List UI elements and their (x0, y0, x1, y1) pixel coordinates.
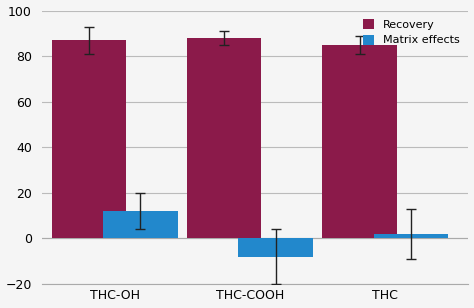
Bar (52, 40, 126, 238)
Bar (103, 211, 178, 238)
Legend: Recovery, Matrix effects: Recovery, Matrix effects (359, 16, 463, 49)
Bar (374, 234, 448, 238)
Bar (187, 38, 262, 238)
Bar (322, 45, 397, 238)
Bar (238, 238, 313, 257)
